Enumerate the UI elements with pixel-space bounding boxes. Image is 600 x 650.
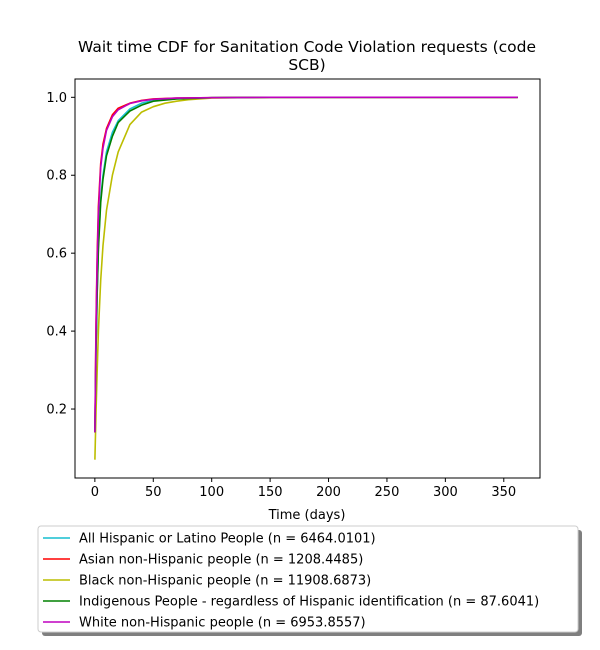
legend-entries: All Hispanic or Latino People (n = 6464.…	[43, 532, 539, 631]
y-tick-label: 0.6	[46, 247, 67, 262]
legend-label: Indigenous People - regardless of Hispan…	[79, 595, 539, 610]
chart-title: Wait time CDF for Sanitation Code Violat…	[78, 38, 536, 74]
x-tick-label: 100	[199, 485, 224, 500]
y-tick-label: 0.8	[46, 169, 67, 184]
x-tick-label: 150	[258, 485, 283, 500]
x-tick-label: 50	[145, 485, 162, 500]
legend-label: White non-Hispanic people (n = 6953.8557…	[79, 616, 366, 631]
x-axis-label: Time (days)	[268, 508, 346, 523]
series-line-1	[94, 96, 518, 433]
y-tick-label: 0.4	[46, 325, 67, 340]
series-layer	[94, 96, 518, 460]
legend-label: Black non-Hispanic people (n = 11908.687…	[79, 574, 371, 589]
x-tick-label: 300	[433, 485, 458, 500]
y-axis-ticks: 0.2 0.4 0.6 0.8 1.0	[46, 91, 75, 418]
series-line-3	[94, 96, 518, 433]
legend-label: All Hispanic or Latino People (n = 6464.…	[79, 532, 376, 547]
legend: All Hispanic or Latino People (n = 6464.…	[37, 525, 582, 636]
x-tick-label: 350	[491, 485, 516, 500]
y-tick-label: 1.0	[46, 91, 67, 106]
x-tick-label: 250	[375, 485, 400, 500]
chart-title-line-2: SCB)	[288, 56, 325, 74]
legend-label: Asian non-Hispanic people (n = 1208.4485…	[79, 553, 363, 568]
plot-frame	[74, 78, 541, 479]
legend-box	[37, 525, 579, 633]
series-line-2	[94, 96, 518, 460]
series-line-0	[94, 96, 518, 433]
y-tick-label: 0.2	[46, 403, 67, 418]
chart-title-line-1: Wait time CDF for Sanitation Code Violat…	[78, 38, 536, 56]
x-tick-label: 200	[316, 485, 341, 500]
x-axis-ticks: 0 50 100 150 200 250 300 350	[91, 478, 516, 500]
series-line-4	[94, 96, 518, 433]
x-tick-label: 0	[91, 485, 99, 500]
